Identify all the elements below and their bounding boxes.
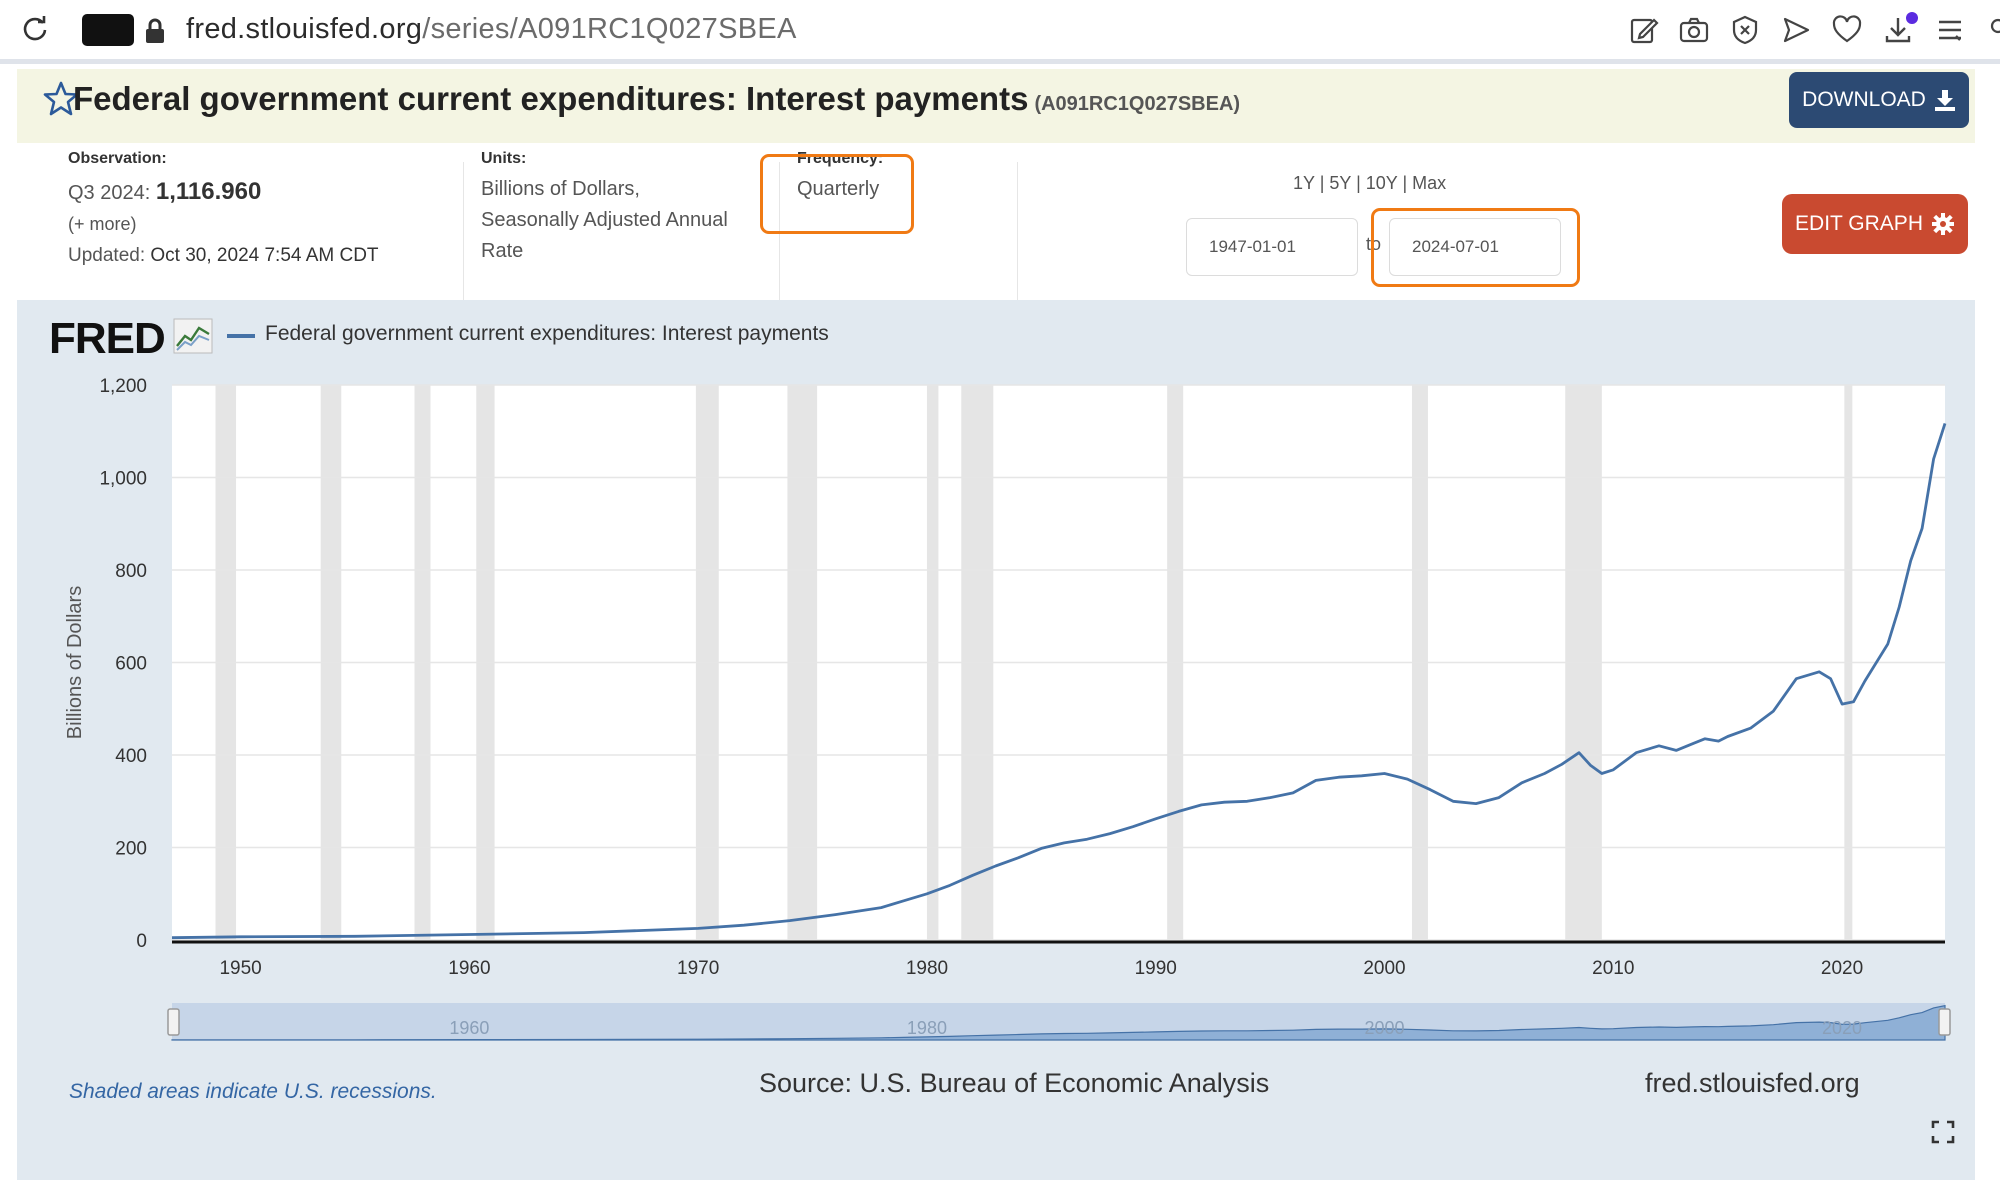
camera-icon[interactable]: [1678, 14, 1710, 46]
line-chart: 0 200 400 600 800 1,000 1,200 1950 1960 1970 1980 1…: [64, 376, 1951, 1041]
y-tick-label: 800: [115, 561, 147, 582]
end-date-input[interactable]: 2024-07-01: [1389, 218, 1561, 276]
chart-panel: FRED Federal government current expendit…: [17, 300, 1975, 1180]
end-date-highlight: [1371, 208, 1580, 287]
range-5y[interactable]: 5Y: [1329, 173, 1352, 193]
x-tick-label: 2000: [1363, 958, 1405, 979]
observation-value-line: Q3 2024: 1,116.960: [68, 178, 262, 205]
fullscreen-icon[interactable]: [1931, 1120, 1955, 1144]
meta-divider: [463, 162, 464, 300]
units-value-line1: Billions of Dollars,: [481, 178, 640, 200]
y-tick-label: 200: [115, 839, 147, 860]
edit-icon[interactable]: [1628, 14, 1660, 46]
frequency-highlight: [760, 154, 914, 234]
navigator-handle[interactable]: [1938, 1008, 1951, 1036]
updated-value: Oct 30, 2024 7:54 AM CDT: [150, 245, 379, 266]
more-link[interactable]: (+ more): [68, 214, 137, 234]
fred-chart-icon: [173, 318, 213, 354]
fred-site[interactable]: fred.stlouisfed.org: [1645, 1068, 1860, 1098]
download-button[interactable]: DOWNLOAD: [1789, 72, 1969, 128]
star-icon[interactable]: [41, 79, 81, 119]
range-links: 1Y | 5Y | 10Y | Max: [1293, 173, 1447, 193]
y-tick-label: 600: [115, 654, 147, 675]
y-tick-label: 0: [136, 931, 147, 952]
heart-icon[interactable]: [1831, 14, 1863, 46]
units-value-line2: Seasonally Adjusted Annual: [481, 209, 728, 231]
address-bar[interactable]: fred.stlouisfed.org/series/A091RC1Q027SB…: [186, 13, 797, 45]
y-tick-label: 1,200: [99, 376, 147, 397]
gear-icon: [1931, 213, 1954, 235]
x-tick-label: 1950: [219, 958, 261, 979]
series-id: (A091RC1Q027SBEA): [1034, 93, 1241, 115]
x-tick-label: 1980: [906, 958, 948, 979]
meta-divider: [1017, 162, 1018, 300]
range-10y[interactable]: 10Y: [1365, 173, 1398, 193]
range-max[interactable]: Max: [1412, 173, 1447, 193]
y-tick-label: 1,000: [99, 469, 147, 490]
y-tick-label: 400: [115, 746, 147, 767]
updated-line: Updated: Oct 30, 2024 7:54 AM CDT: [68, 245, 379, 266]
recession-note: Shaded areas indicate U.S. recessions.: [69, 1080, 437, 1103]
page-title: Federal government current expenditures:…: [73, 80, 1241, 117]
reload-icon[interactable]: [20, 14, 50, 44]
range-1y[interactable]: 1Y: [1293, 173, 1315, 193]
source-text: Source: U.S. Bureau of Economic Analysis: [759, 1068, 1270, 1098]
legend-label: Federal government current expenditures:…: [265, 322, 829, 345]
download-manager-icon[interactable]: [1882, 14, 1914, 46]
units-block: Units: Billions of Dollars, Seasonally A…: [481, 150, 728, 267]
observation-block: Observation: Q3 2024: 1,116.960 (+ more)…: [68, 150, 379, 273]
edit-graph-button[interactable]: EDIT GRAPH: [1782, 194, 1968, 254]
fred-logo[interactable]: FRED: [49, 314, 166, 363]
frequency-value: Quarterly: [797, 178, 880, 200]
navigator-label: 1960: [449, 1018, 489, 1038]
send-icon[interactable]: [1780, 14, 1812, 46]
series-title-banner: Federal government current expenditures:…: [17, 69, 1975, 143]
navigator-label: 2000: [1364, 1018, 1404, 1038]
notification-dot: [1906, 12, 1918, 24]
browser-toolbar: fred.stlouisfed.org/series/A091RC1Q027SB…: [0, 0, 2000, 64]
menu-icon[interactable]: [1934, 14, 1966, 46]
series-line: [171, 422, 1947, 940]
units-label: Units:: [481, 150, 527, 167]
x-tick-label: 1960: [448, 958, 490, 979]
y-axis-label: Billions of Dollars: [64, 586, 86, 739]
navigator-label: 1980: [907, 1018, 947, 1038]
navigator-series: [171, 1004, 1946, 1041]
shield-block-icon[interactable]: [1729, 14, 1761, 46]
profile-icon[interactable]: [1982, 14, 2000, 46]
observation-value: 1,116.960: [155, 178, 262, 205]
legend-swatch: [227, 334, 255, 338]
lock-icon[interactable]: [144, 18, 166, 44]
start-date-input[interactable]: 1947-01-01: [1186, 218, 1358, 276]
navigator-handle[interactable]: [167, 1008, 180, 1036]
observation-label: Observation:: [68, 150, 167, 167]
x-tick-label: 1990: [1135, 958, 1177, 979]
x-tick-label: 2010: [1592, 958, 1634, 979]
navigator-label: 2020: [1822, 1018, 1862, 1038]
x-tick-label: 1970: [677, 958, 719, 979]
units-value-line3: Rate: [481, 240, 524, 262]
x-tick-label: 2020: [1821, 958, 1863, 979]
redacted-block: [82, 14, 134, 46]
download-icon: [1934, 90, 1955, 111]
